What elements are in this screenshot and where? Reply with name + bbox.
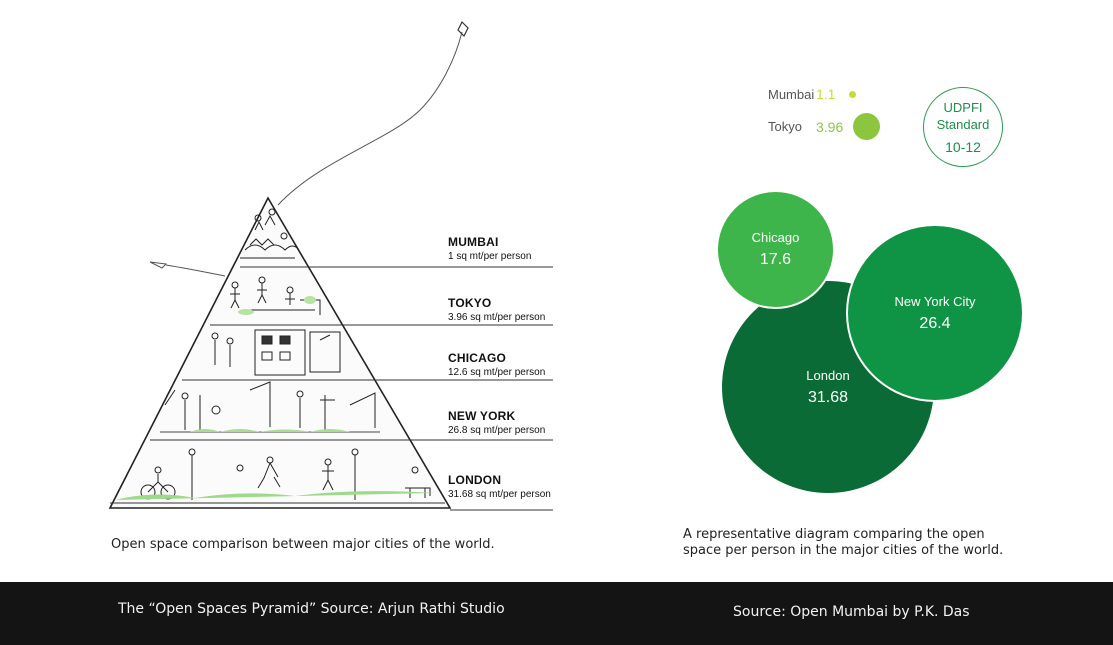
pyramid-level-mumbai: MUMBAI 1 sq mt/per person: [448, 235, 531, 262]
udpfi-subtitle: Standard: [936, 117, 990, 132]
footer-right-source: Source: Open Mumbai by P.K. Das: [733, 604, 970, 620]
bubble-caption-line-1: A representative diagram comparing the o…: [683, 527, 985, 542]
bubble-caption: A representative diagram comparing the o…: [683, 527, 1003, 559]
london-level-sketch: [110, 448, 445, 504]
city-name: MUMBAI: [448, 235, 499, 249]
kite-icon: [457, 20, 469, 38]
udpfi-value: 10-12: [945, 139, 981, 155]
bubble-city-name: Chicago: [751, 230, 800, 245]
pyramid-panel: MUMBAI 1 sq mt/per person TOKYO 3.96 sq …: [0, 0, 600, 582]
bubble-row-mumbai: Mumbai 1.1: [768, 86, 857, 102]
pyramid-level-london: LONDON 31.68 sq mt/per person: [448, 473, 551, 500]
tokyo-level-sketch: [230, 276, 321, 315]
bubble-city-name: London: [806, 367, 850, 383]
pyramid-caption: Open space comparison between major citi…: [111, 537, 495, 552]
pyramid-level-tokyo: TOKYO 3.96 sq mt/per person: [448, 296, 545, 323]
city-open-space-value: 12.6 sq mt/per person: [448, 367, 546, 378]
bubble-city-value: 1.1: [816, 86, 836, 102]
tokyo-bubble: [853, 113, 881, 140]
chicago-bubble: Chicago 17.6: [716, 190, 835, 309]
bubble-city-name: Tokyo: [768, 119, 802, 134]
paper-plane-icon: [149, 261, 226, 277]
new-york-level-sketch: [160, 381, 380, 433]
city-open-space-value: 31.68 sq mt/per person: [448, 489, 551, 500]
bubble-city-value: 17.6: [759, 251, 792, 268]
bubble-city-name: Mumbai: [768, 86, 815, 102]
bubble-city-value: 3.96: [816, 118, 844, 135]
pyramid-level-new-york: NEW YORK 26.8 sq mt/per person: [448, 409, 545, 436]
footer-left-source: The “Open Spaces Pyramid” Source: Arjun …: [118, 601, 505, 617]
city-open-space-value: 3.96 sq mt/per person: [448, 312, 546, 323]
kite-string: [277, 31, 463, 206]
open-spaces-pyramid-sketch: [108, 20, 553, 511]
city-name: LONDON: [448, 473, 502, 487]
mumbai-bubble: [849, 90, 857, 98]
new-york-city-bubble: New York City 26.4: [846, 224, 1024, 402]
city-open-space-value: 1 sq mt/per person: [448, 251, 532, 262]
city-name: TOKYO: [448, 296, 492, 310]
mumbai-crowd-sketch: [240, 208, 300, 259]
city-name: NEW YORK: [448, 409, 516, 423]
bubble-row-tokyo: Tokyo 3.96: [768, 113, 881, 140]
city-open-space-value: 26.8 sq mt/per person: [448, 425, 546, 436]
pyramid-level-chicago: CHICAGO 12.6 sq mt/per person: [448, 351, 545, 378]
chicago-level-sketch: [211, 329, 341, 376]
bubble-city-name: New York City: [894, 293, 976, 309]
udpfi-standard-badge: UDPFI Standard 10-12: [923, 87, 1003, 167]
bubble-caption-line-2: space per person in the major cities of …: [683, 543, 1004, 558]
footer-bar: The “Open Spaces Pyramid” Source: Arjun …: [0, 582, 1113, 645]
bubble-city-value: 31.68: [807, 388, 849, 406]
city-name: CHICAGO: [448, 351, 507, 365]
udpfi-title: UDPFI: [943, 100, 983, 115]
bubble-city-value: 26.4: [919, 314, 951, 332]
